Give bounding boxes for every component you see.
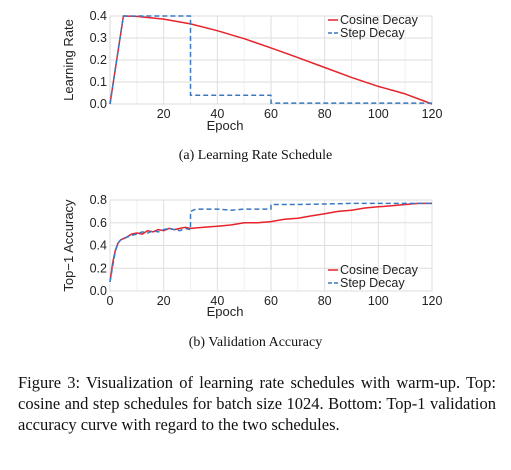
y-tick-label: 0.6 bbox=[90, 216, 107, 230]
y-tick-label: 0.4 bbox=[90, 239, 107, 253]
y-tick-label: 0.0 bbox=[90, 284, 107, 298]
y-axis-label: Top−1 Accuracy bbox=[61, 199, 76, 292]
validation-accuracy-chart: 0 20 40 60 80 100 120 0.0 0.2 0.4 0.6 0.8 Epoch Top−1… bbox=[61, 193, 443, 319]
y-tick-label: 0.2 bbox=[90, 261, 107, 275]
series-line-cosine-decay bbox=[109, 15, 433, 105]
y-tick-label: 0.1 bbox=[90, 75, 107, 89]
x-tick-label: 20 bbox=[157, 294, 171, 308]
series-line-cosine-decay bbox=[109, 202, 432, 283]
series-line-step-decay bbox=[109, 202, 432, 283]
x-tick-label: 120 bbox=[422, 294, 443, 308]
x-axis-label: Epoch bbox=[207, 304, 244, 319]
x-axis-label: Epoch bbox=[207, 118, 244, 133]
learning-rate-chart: 20 40 60 80 100 120 0.0 0.1 0.2 0.3 0.4 Epoch Learni… bbox=[61, 9, 443, 133]
legend-label: Cosine Decay bbox=[340, 263, 419, 277]
legend-label: Step Decay bbox=[340, 26, 405, 40]
figure-caption: Figure 3: Visualization of learning rate… bbox=[18, 373, 496, 434]
y-axis-label: Learning Rate bbox=[61, 19, 76, 101]
x-tick-label: 100 bbox=[368, 294, 389, 308]
x-tick-label: 80 bbox=[318, 294, 332, 308]
x-tick-label: 60 bbox=[264, 107, 278, 121]
y-tick-label: 0.3 bbox=[90, 31, 107, 45]
series-line-step-decay bbox=[109, 15, 432, 105]
y-tick-label: 0.2 bbox=[90, 53, 107, 67]
subcaption-a: (a) Learning Rate Schedule bbox=[178, 148, 333, 163]
x-tick-label: 120 bbox=[422, 107, 443, 121]
legend-label: Step Decay bbox=[340, 276, 405, 290]
x-tick-label: 60 bbox=[264, 294, 278, 308]
y-tick-label: 0.0 bbox=[90, 97, 107, 111]
x-tick-label: 40 bbox=[210, 294, 224, 308]
x-tick-label: 0 bbox=[107, 294, 114, 308]
subcaption-b: (b) Validation Accuracy bbox=[188, 335, 323, 350]
x-tick-label: 100 bbox=[368, 107, 389, 121]
x-tick-label: 20 bbox=[157, 107, 171, 121]
y-tick-label: 0.8 bbox=[90, 193, 107, 207]
x-tick-label: 40 bbox=[210, 107, 224, 121]
y-tick-label: 0.4 bbox=[90, 9, 107, 23]
legend-label: Cosine Decay bbox=[340, 13, 419, 27]
x-tick-label: 80 bbox=[318, 107, 332, 121]
